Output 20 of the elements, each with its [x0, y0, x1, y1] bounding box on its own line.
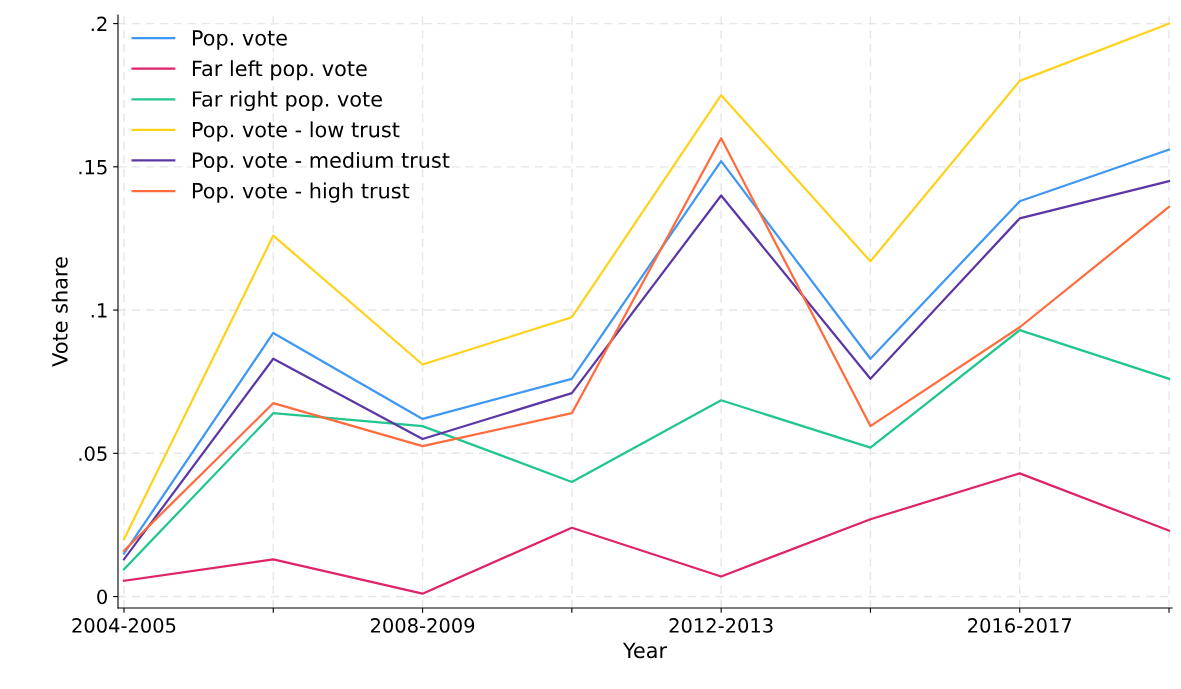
legend-label: Pop. vote - high trust [192, 182, 410, 203]
legend-label: Pop. vote - low trust [192, 121, 400, 142]
line-series [122, 22, 1171, 541]
y-tick-label: .05 [79, 446, 107, 461]
y-axis-title: Vote share [51, 257, 68, 367]
y-tick-label: 0 [97, 589, 107, 605]
x-tick-label: 2008-2009 [370, 618, 475, 633]
legend-label: Pop. vote [192, 30, 287, 50]
legend-label: Pop. vote - medium trust [192, 151, 450, 173]
x-axis-title: Year [622, 642, 668, 659]
legend-label: Far left pop. vote [192, 60, 367, 81]
x-tick-label: 2016-2017 [968, 618, 1072, 633]
x-tick-label: 2012-2013 [669, 618, 773, 633]
y-tick-label: .15 [79, 160, 107, 175]
line-series [122, 472, 1171, 595]
y-tick-label: .1 [91, 303, 107, 318]
y-tick-label: .2 [91, 16, 107, 31]
legend-label: Far right pop. vote [192, 90, 382, 111]
x-tick-label: 2004-2005 [72, 618, 176, 633]
line-series [122, 329, 1171, 571]
